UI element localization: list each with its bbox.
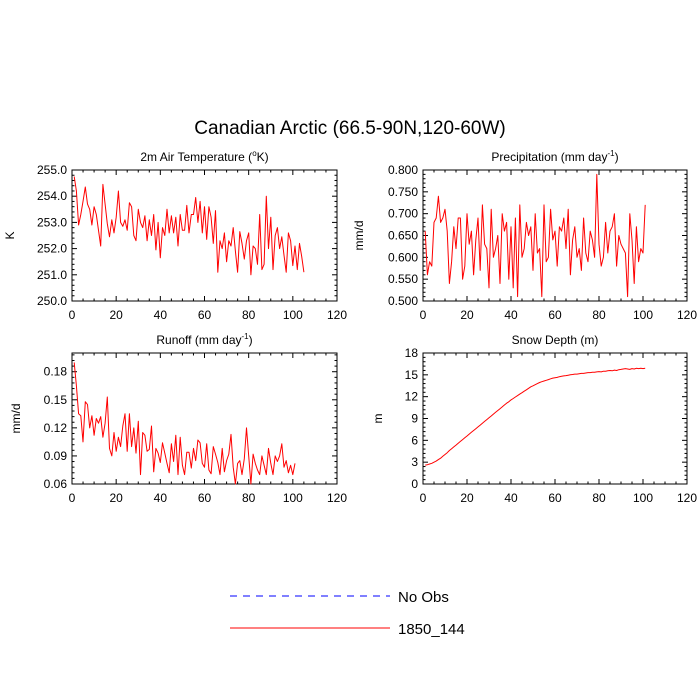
- y-tick-label: 0.18: [44, 365, 68, 379]
- panel-title-tail: ): [249, 333, 253, 347]
- series-line-precip: [424, 173, 646, 298]
- panel-title-runoff: Runoff (mm day-1): [156, 332, 252, 347]
- x-tick-label: 60: [548, 308, 562, 322]
- y-tick-label: 18: [405, 346, 419, 360]
- y-tick-label: 0.650: [388, 229, 418, 243]
- x-tick-label: 80: [242, 491, 256, 505]
- panel-title-t2m: 2m Air Temperature (oK): [140, 149, 268, 164]
- panel-title-text: 2m Air Temperature (: [140, 150, 252, 164]
- y-tick-label: 250.0: [37, 294, 67, 308]
- y-tick-label: 0: [411, 477, 418, 491]
- panel-title-tail: ): [615, 150, 619, 164]
- x-tick-label: 0: [420, 491, 427, 505]
- series-line-snow: [425, 367, 646, 466]
- x-tick-label: 40: [154, 308, 168, 322]
- panel-title-precip: Precipitation (mm day-1): [491, 149, 618, 164]
- y-tick-label: 0.09: [44, 449, 68, 463]
- panel-title-tail: K): [257, 150, 269, 164]
- panel-title-superscript: o: [252, 149, 257, 158]
- y-tick-label: 255.0: [37, 163, 67, 177]
- x-tick-label: 0: [69, 491, 76, 505]
- y-tick-label: 9: [411, 412, 418, 426]
- panel-t2m: 2m Air Temperature (oK) 0 20 40 60 80 100 120 25…: [3, 149, 347, 322]
- x-tick-label: 40: [504, 491, 518, 505]
- x-tick-label: 100: [283, 491, 303, 505]
- x-tick-label: 0: [69, 308, 76, 322]
- y-tick-label: 3: [411, 455, 418, 469]
- y-axis-label: mm/d: [352, 221, 366, 251]
- y-tick-label: 0.600: [388, 250, 418, 264]
- y-tick-label: 0.500: [388, 294, 418, 308]
- x-tick-label: 60: [548, 491, 562, 505]
- x-tick-label: 20: [460, 308, 474, 322]
- x-tick-label: 0: [420, 308, 427, 322]
- y-tick-label: 254.0: [37, 189, 67, 203]
- legend: No Obs 1850_144: [230, 589, 465, 638]
- y-tick-label: 251.0: [37, 268, 67, 282]
- x-tick-label: 80: [592, 491, 606, 505]
- y-tick-label: 0.800: [388, 163, 418, 177]
- y-tick-label: 15: [405, 368, 419, 382]
- y-tick-label: 0.750: [388, 185, 418, 199]
- panel-title-snow: Snow Depth (m): [512, 333, 599, 347]
- x-tick-label: 120: [677, 491, 697, 505]
- y-axis-label: mm/d: [9, 404, 23, 434]
- x-tick-label: 100: [633, 308, 653, 322]
- x-tick-label: 40: [154, 491, 168, 505]
- y-tick-label: 253.0: [37, 215, 67, 229]
- legend-entry-1850-144: 1850_144: [230, 621, 465, 638]
- x-tick-label: 20: [109, 308, 123, 322]
- panel-title-text: Snow Depth (m): [512, 333, 599, 347]
- x-tick-label: 120: [677, 308, 697, 322]
- plot-frame: [422, 352, 688, 485]
- x-tick-label: 60: [198, 491, 212, 505]
- x-tick-label: 80: [592, 308, 606, 322]
- plot-frame: [71, 169, 338, 302]
- y-axis-label: K: [3, 231, 17, 239]
- y-tick-label: 252.0: [37, 242, 67, 256]
- series-line-runoff: [73, 362, 296, 485]
- panel-title-superscript: -1: [242, 332, 250, 341]
- x-tick-label: 100: [633, 491, 653, 505]
- y-tick-label: 0.06: [44, 477, 68, 491]
- y-tick-label: 0.15: [44, 393, 68, 407]
- panel-title-text: Precipitation (mm day: [491, 150, 607, 164]
- y-tick-label: 6: [411, 433, 418, 447]
- panels: 2m Air Temperature (oK)0 20 40 60 80 100 12025…: [3, 149, 697, 505]
- x-tick-label: 120: [327, 491, 347, 505]
- legend-label-no-obs: No Obs: [398, 589, 449, 606]
- y-tick-label: 12: [405, 390, 419, 404]
- y-tick-label: 0.550: [388, 272, 418, 286]
- x-tick-label: 120: [327, 308, 347, 322]
- x-tick-label: 80: [242, 308, 256, 322]
- x-tick-label: 100: [283, 308, 303, 322]
- x-tick-label: 20: [460, 491, 474, 505]
- legend-label-1850-144: 1850_144: [398, 621, 465, 638]
- y-tick-label: 0.12: [44, 421, 68, 435]
- y-tick-label: 0.700: [388, 207, 418, 221]
- legend-entry-no-obs: No Obs: [230, 589, 449, 606]
- panel-title-text: Runoff (mm day: [156, 333, 241, 347]
- x-tick-label: 60: [198, 308, 212, 322]
- panel-runoff: Runoff (mm day-1) 0 20 40 60 80 100 120 0.06 0.09…: [9, 332, 347, 505]
- panel-title-superscript: -1: [607, 149, 615, 158]
- x-tick-label: 40: [504, 308, 518, 322]
- page-title: Canadian Arctic (66.5-90N,120-60W): [194, 118, 506, 139]
- y-axis-label: m: [371, 414, 385, 424]
- series-line-t2m: [73, 176, 305, 276]
- x-tick-label: 20: [109, 491, 123, 505]
- panel-snow: Snow Depth (m) 0 20 40 60 80 100 120 0 3 6 9 12 15 18 m: [371, 333, 697, 505]
- panel-precip: Precipitation (mm day-1) 0 20 40 60 80 100 120 0…: [352, 149, 697, 322]
